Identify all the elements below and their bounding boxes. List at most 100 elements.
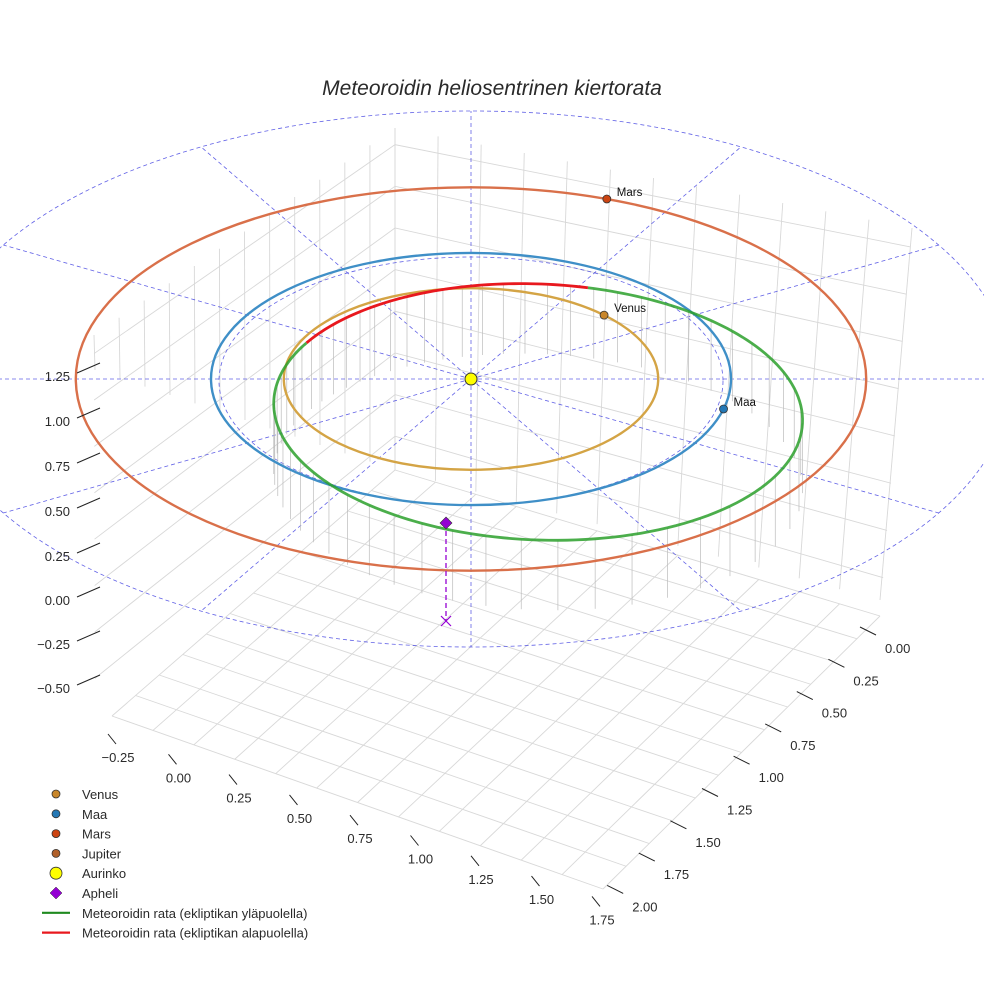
ecliptic-radial bbox=[470, 244, 939, 380]
z-tick-label: 0.00 bbox=[45, 593, 70, 608]
x-tick-label: −0.25 bbox=[102, 750, 135, 765]
grid-line bbox=[479, 579, 760, 847]
legend-item-mars: Mars bbox=[51, 827, 111, 842]
legend-item-apheli: Apheli bbox=[49, 886, 118, 901]
legend-item-aurinko: Aurinko bbox=[49, 866, 126, 881]
orbit-maa bbox=[209, 251, 733, 507]
legend: Venus Maa Mars Jupiter Aurinko Apheli Meteoroi… bbox=[42, 787, 308, 941]
y-tick-mark bbox=[764, 723, 782, 733]
planet-label-maa: Maa bbox=[734, 397, 757, 409]
legend-marker bbox=[51, 829, 61, 838]
z-tick-label: 1.25 bbox=[45, 369, 70, 384]
z-tick-mark bbox=[76, 586, 101, 598]
planet-maa bbox=[719, 404, 728, 414]
y-tick-label: 1.75 bbox=[664, 867, 689, 882]
grid-line bbox=[94, 435, 884, 679]
legend-label: Meteoroidin rata (ekliptikan alapuolella… bbox=[82, 926, 308, 941]
meteoroid-orbit-below bbox=[305, 282, 589, 344]
legend-label: Jupiter bbox=[82, 846, 122, 861]
x-tick-label: 1.50 bbox=[529, 892, 554, 907]
y-tick-mark bbox=[701, 788, 719, 797]
z-tick-label: −0.50 bbox=[37, 681, 70, 696]
y-tick-mark bbox=[670, 820, 687, 830]
y-tick-label: 1.50 bbox=[695, 835, 720, 850]
ecliptic-radial bbox=[200, 146, 472, 380]
x-tick-label: 0.75 bbox=[347, 831, 372, 846]
grid-line bbox=[143, 300, 146, 387]
z-tick-mark bbox=[76, 362, 101, 374]
grid-line bbox=[218, 248, 221, 412]
grid-line bbox=[798, 211, 827, 579]
y-tick-mark bbox=[606, 884, 624, 894]
grid-line bbox=[94, 352, 892, 586]
ecliptic-radial bbox=[470, 146, 742, 380]
grid-line bbox=[93, 334, 96, 371]
x-tick-mark bbox=[168, 753, 177, 765]
grid-line bbox=[94, 394, 888, 633]
legend-marker bbox=[51, 809, 61, 819]
grid-line bbox=[118, 317, 121, 379]
grid-line bbox=[244, 231, 246, 421]
sun-marker bbox=[464, 372, 478, 386]
z-tick-label: 0.75 bbox=[45, 459, 70, 474]
x-tick-mark bbox=[591, 896, 601, 907]
legend-label: Meteoroidin rata (ekliptikan yläpuolella… bbox=[82, 906, 307, 921]
x-tick-mark bbox=[349, 814, 359, 826]
legend-label: Aurinko bbox=[82, 866, 126, 881]
z-tick-label: −0.25 bbox=[37, 637, 70, 652]
grid-line bbox=[93, 144, 911, 354]
legend-label: Maa bbox=[82, 807, 108, 822]
y-tick-mark bbox=[796, 691, 814, 701]
ecliptic-radial bbox=[200, 378, 472, 612]
x-tick-label: 1.25 bbox=[468, 872, 493, 887]
planet-mars bbox=[602, 194, 612, 204]
y-tick-mark bbox=[638, 852, 656, 862]
grid-line bbox=[168, 283, 171, 396]
z-tick-mark bbox=[76, 674, 101, 686]
legend-item-jupiter: Jupiter bbox=[51, 846, 122, 861]
grid-line bbox=[475, 144, 482, 492]
x-tick-label: 0.00 bbox=[166, 770, 191, 785]
ecliptic-radial bbox=[470, 378, 742, 612]
planet-label-mars: Mars bbox=[617, 187, 643, 199]
grid-line bbox=[515, 152, 525, 503]
z-tick-label: 0.50 bbox=[45, 504, 70, 519]
y-tick-label: 0.75 bbox=[790, 738, 815, 753]
z-tick-mark bbox=[76, 497, 101, 509]
x-tick-mark bbox=[410, 835, 419, 846]
legend-label: Apheli bbox=[82, 886, 118, 901]
orbit-mars bbox=[74, 186, 868, 572]
y-tick-label: 2.00 bbox=[632, 899, 657, 914]
grid-line bbox=[94, 269, 899, 494]
orbits-layer bbox=[74, 186, 868, 572]
bodies-layer: Venus Maa Mars bbox=[439, 187, 757, 627]
grid-line bbox=[839, 219, 870, 590]
x-tick-label: 1.00 bbox=[408, 852, 433, 867]
aphelion-floor-marker bbox=[440, 615, 452, 627]
x-tick-mark bbox=[107, 733, 117, 745]
orbit-venus bbox=[282, 287, 660, 471]
grid-line bbox=[394, 469, 881, 617]
y-tick-label: 0.50 bbox=[822, 706, 847, 721]
y-tick-label: 0.00 bbox=[885, 641, 910, 656]
meteoroid-orbit-above bbox=[272, 341, 731, 542]
z-tick-mark bbox=[76, 542, 101, 554]
y-tick-mark bbox=[733, 755, 750, 765]
ecliptic-radial bbox=[470, 378, 939, 514]
legend-marker bbox=[51, 849, 61, 858]
z-tick-mark bbox=[76, 630, 101, 642]
x-tick-mark bbox=[531, 875, 540, 887]
grid-line bbox=[758, 202, 784, 568]
grid-line bbox=[602, 615, 881, 890]
grid-line bbox=[717, 194, 741, 557]
grid-line bbox=[193, 265, 196, 404]
x-tick-label: 0.50 bbox=[287, 811, 312, 826]
ticks-layer: −0.50 −0.25 0.00 0.25 0.50 0.75 1.00 1.25 −0.25 0… bbox=[37, 362, 910, 927]
y-tick-label: 1.00 bbox=[759, 770, 784, 785]
z-tick-mark bbox=[76, 407, 101, 419]
grid-line bbox=[434, 136, 439, 481]
chart-title: Meteoroidin heliosentrinen kiertorata bbox=[322, 77, 662, 100]
grid-line bbox=[93, 185, 907, 401]
ecliptic-radial bbox=[3, 244, 472, 380]
x-tick-label: 0.25 bbox=[226, 791, 251, 806]
